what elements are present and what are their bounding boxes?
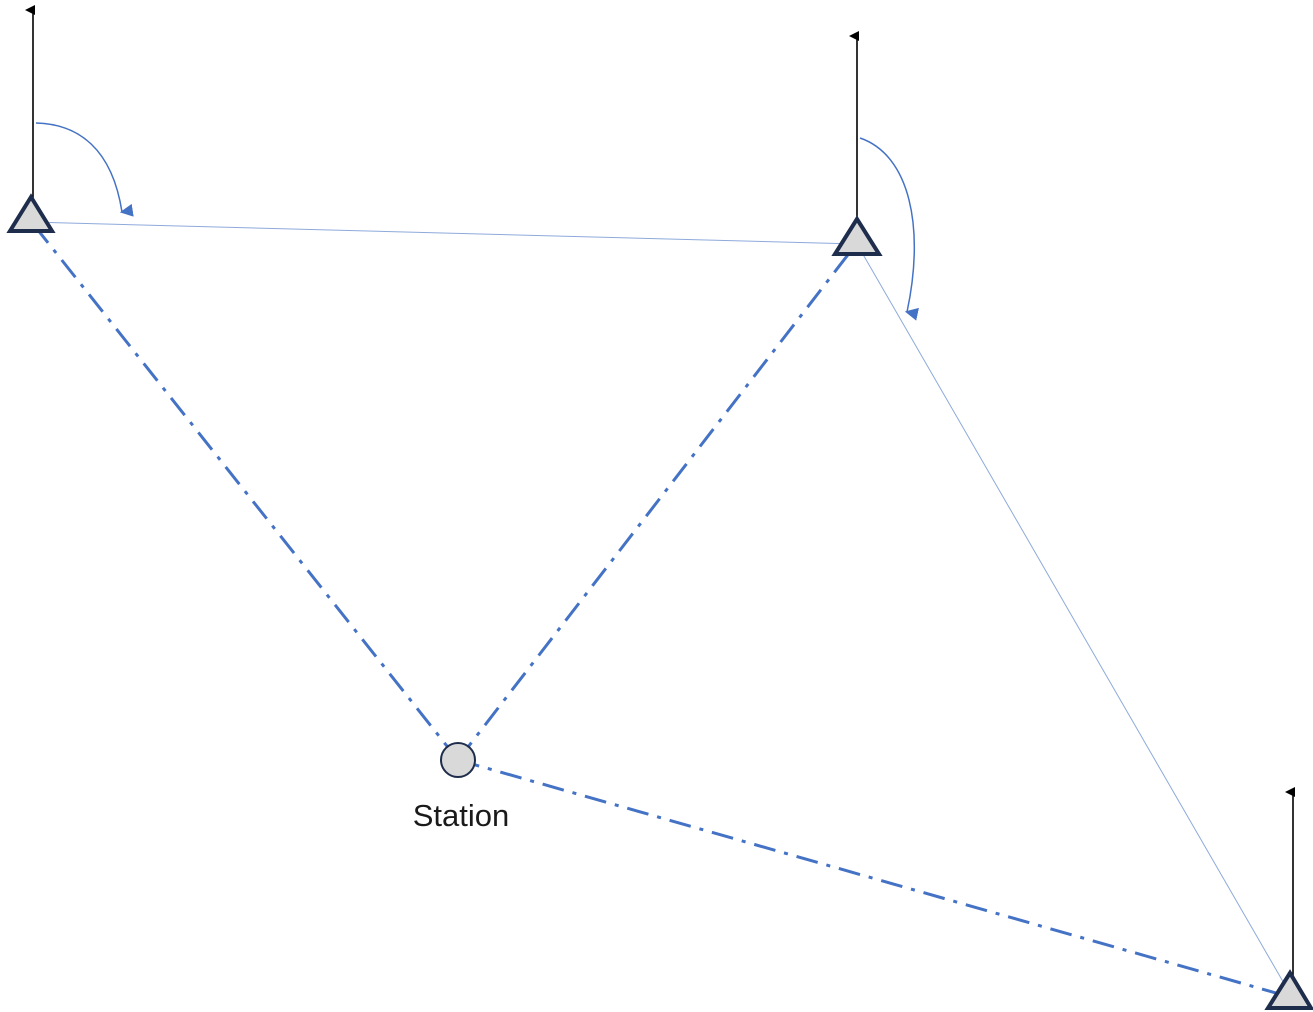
control-point-left-icon (6, 193, 56, 233)
sightline-station-right (457, 758, 1291, 999)
control-point-top-icon (831, 215, 883, 256)
baseline-top-right (856, 243, 1290, 993)
bearing-arc-left (35, 122, 134, 217)
sightline-station-top (456, 242, 859, 761)
bearing-arc-top (859, 137, 919, 321)
control-point-right-icon (1264, 969, 1313, 1010)
station-label: Station (413, 798, 510, 833)
sightline-station-left (28, 219, 460, 761)
baseline-left-top (29, 221, 858, 245)
station-point-icon (440, 742, 476, 778)
